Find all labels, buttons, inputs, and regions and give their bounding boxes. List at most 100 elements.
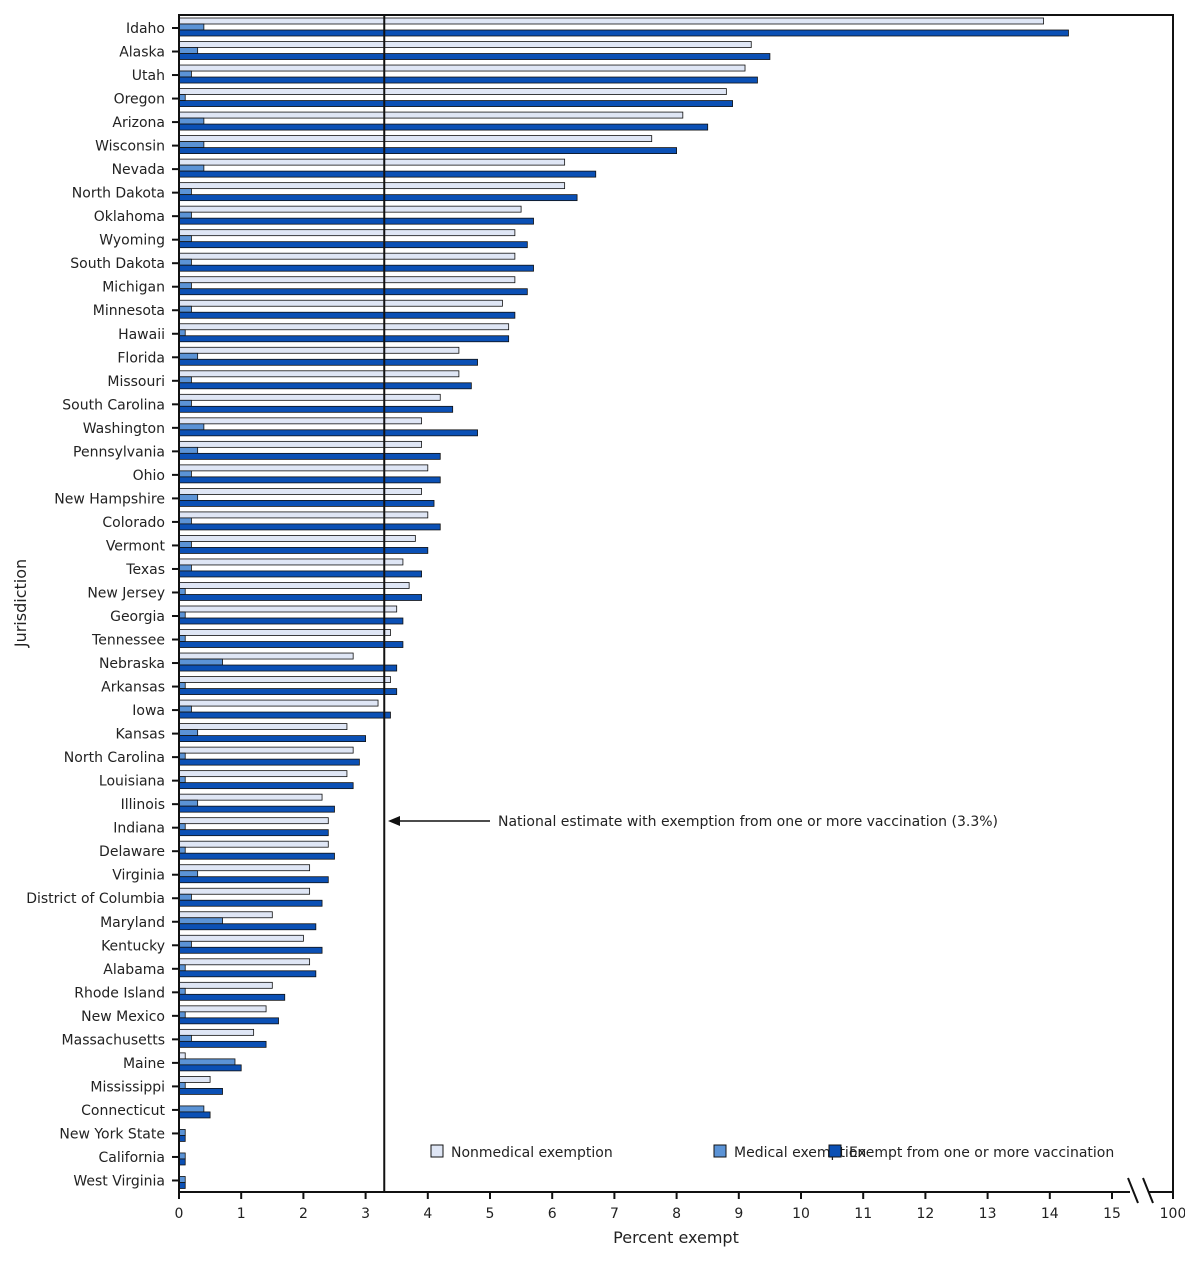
category-label: Colorado [102,515,165,531]
bar-nonmedical [178,299,503,307]
category-label: Virginia [112,868,165,884]
category-label: West Virginia [73,1173,165,1189]
bar-exempt [178,76,758,84]
category-label: Michigan [102,280,165,296]
bar-medical [178,1105,205,1113]
x-tick-label: 11 [854,1206,872,1222]
bar-exempt [178,311,516,319]
bar-nonmedical [178,629,391,636]
bar-exempt [178,1088,223,1095]
x-tick-label: 3 [361,1206,370,1222]
bar-exempt [178,735,367,742]
bar-nonmedical [178,64,746,72]
bar-nonmedical [178,111,684,119]
bar-medical [178,305,192,313]
bar-exempt [178,405,454,413]
bar-medical [178,23,205,31]
x-tick-label: 15 [1103,1206,1121,1222]
category-label: Texas [125,562,165,578]
bar-medical [178,658,223,666]
arrow-head-icon [388,816,400,826]
bar-exempt [178,288,528,296]
category-label: Wyoming [99,233,165,249]
category-label: Louisiana [99,774,165,790]
category-label: New York State [59,1126,165,1142]
bar-nonmedical [178,1005,267,1013]
bar-nonmedical [178,41,752,48]
bar-medical [178,493,199,501]
category-label: New Hampshire [54,491,165,507]
category-label: North Carolina [64,750,165,766]
bar-exempt [178,499,435,507]
bar-nonmedical [178,605,398,613]
legend: Nonmedical exemption Medical exemption E… [430,1144,1114,1161]
bar-exempt [178,358,478,366]
x-tick-label: 14 [1041,1206,1059,1222]
bar-nonmedical [178,158,566,166]
x-tick-label: 7 [610,1206,619,1222]
bar-exempt [178,123,709,131]
category-label: Alaska [119,45,165,61]
category-label: South Carolina [62,397,165,413]
bar-medical [178,282,192,290]
category-label: Minnesota [93,303,165,319]
bar-exempt [178,547,429,554]
x-tick-label: 9 [734,1206,743,1222]
bar-medical [178,376,192,384]
bar-exempt [178,876,329,884]
category-label: Arizona [112,115,165,131]
bar-medical [178,705,192,713]
bar-medical [178,70,192,78]
category-label: Connecticut [81,1103,165,1119]
bar-exempt [178,829,329,837]
bar-exempt [178,382,472,390]
category-label: Maine [123,1056,165,1072]
bar-nonmedical [178,981,273,989]
bar-medical [178,446,199,454]
category-label: Oklahoma [94,209,165,225]
bar-exempt [178,1040,267,1048]
bar-medical [178,164,205,172]
category-label: Florida [117,350,165,366]
x-tick-label: 2 [299,1206,308,1222]
category-label: Hawaii [118,327,165,343]
x-tick-label: 1 [237,1206,246,1222]
category-label: California [99,1150,165,1166]
category-label: Arkansas [101,680,165,696]
category-label: Massachusetts [62,1032,165,1048]
bar-exempt [178,429,478,437]
bar-nonmedical [178,17,1044,25]
bar-exempt [178,194,578,202]
bar-medical [178,188,192,196]
category-label: North Dakota [72,186,165,202]
bar-nonmedical [178,1076,211,1083]
bar-nonmedical [178,558,404,566]
bar-nonmedical [178,582,410,589]
category-label: Maryland [100,915,165,931]
bar-nonmedical [178,699,379,707]
reference-label: National estimate with exemption from on… [498,814,998,830]
category-label: Alabama [103,962,165,978]
bar-exempt [178,970,317,978]
bar-nonmedical [178,793,323,801]
x-tick-label: 6 [548,1206,557,1222]
category-label: Mississippi [90,1079,165,1095]
bar-exempt [178,641,404,648]
bar-medical [178,799,199,807]
bar-medical [178,235,192,243]
bar-nonmedical [178,182,566,190]
bar-exempt [178,782,354,790]
bar-nonmedical [178,934,304,942]
bar-nonmedical [178,511,429,519]
category-label: South Dakota [70,256,165,272]
bar-exempt [178,241,528,249]
bar-nonmedical [178,746,354,754]
legend-label-medical: Medical exemption [734,1145,866,1161]
x-tick-label: 10 [792,1206,810,1222]
bar-nonmedical [178,958,311,966]
bar-medical [178,352,199,360]
bar-nonmedical [178,770,348,778]
bar-nonmedical [178,652,354,660]
x-tick-label: 4 [423,1206,432,1222]
